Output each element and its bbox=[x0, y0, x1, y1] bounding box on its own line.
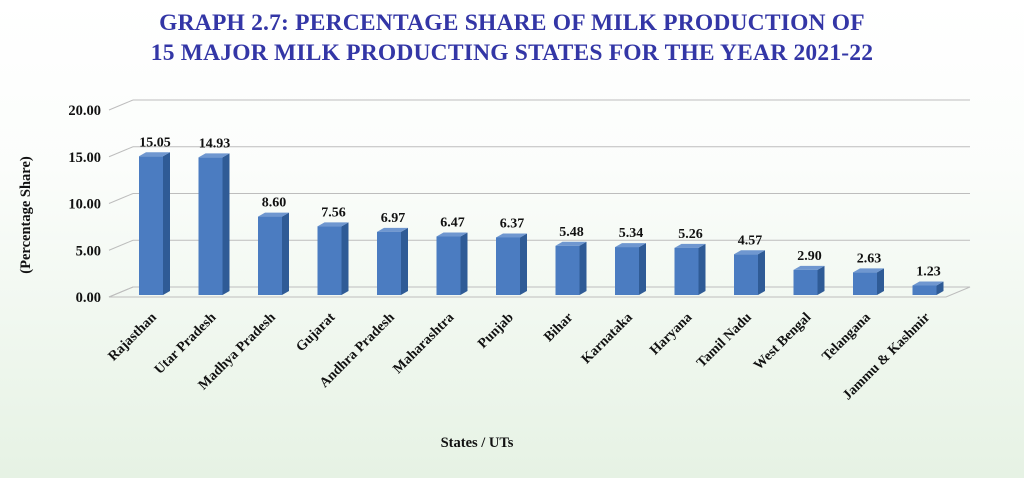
bar-top bbox=[496, 233, 527, 238]
y-tick-label: 5.00 bbox=[76, 243, 101, 259]
data-label: 5.26 bbox=[678, 227, 703, 242]
bar-side bbox=[758, 250, 765, 295]
data-label: 4.57 bbox=[738, 233, 763, 248]
bar bbox=[377, 231, 401, 295]
bar-side bbox=[282, 212, 289, 295]
bar bbox=[258, 216, 282, 295]
x-tick-label: Karnataka bbox=[579, 310, 636, 367]
data-label: 6.47 bbox=[440, 216, 465, 231]
y-tick-label: 20.00 bbox=[68, 103, 101, 119]
data-label: 6.37 bbox=[500, 216, 525, 231]
bar-side bbox=[639, 243, 646, 295]
bar-top bbox=[674, 243, 706, 248]
bar bbox=[853, 272, 877, 295]
bar bbox=[734, 254, 758, 295]
bar bbox=[436, 236, 461, 295]
bar-top bbox=[912, 281, 944, 286]
bar-side bbox=[520, 233, 527, 295]
data-label: 5.34 bbox=[619, 226, 644, 241]
gridline-depth bbox=[108, 99, 134, 111]
bar-top bbox=[793, 265, 825, 270]
bar bbox=[555, 245, 580, 295]
x-tick-label: Utar Pradesh bbox=[152, 310, 219, 377]
bar bbox=[139, 156, 163, 295]
bar bbox=[615, 247, 639, 295]
x-tick-label: Bihar bbox=[542, 310, 577, 345]
chart-floor bbox=[108, 286, 971, 298]
data-label: 14.93 bbox=[199, 136, 231, 151]
data-label: 1.23 bbox=[916, 264, 941, 279]
bar bbox=[496, 237, 520, 295]
x-tick-label: Gujarat bbox=[294, 310, 339, 355]
x-tick-label: Rajasthan bbox=[106, 310, 160, 364]
data-label: 8.60 bbox=[262, 196, 287, 211]
bar-top bbox=[258, 212, 289, 217]
x-tick-label: Maharashtra bbox=[391, 310, 458, 377]
gridline-depth bbox=[108, 239, 134, 251]
bar-side bbox=[401, 227, 408, 295]
bar-side bbox=[877, 268, 884, 295]
y-tick-label: 0.00 bbox=[76, 290, 101, 306]
bar bbox=[912, 285, 937, 295]
bar-side bbox=[817, 265, 825, 295]
bar-top bbox=[139, 152, 170, 157]
data-label: 5.48 bbox=[559, 225, 584, 240]
bar-side bbox=[163, 152, 170, 295]
bar bbox=[793, 269, 818, 295]
y-tick-label: 10.00 bbox=[68, 197, 101, 213]
bar bbox=[198, 157, 223, 295]
chart-title-line-1: GRAPH 2.7: PERCENTAGE SHARE OF MILK PROD… bbox=[159, 10, 865, 36]
data-label: 2.90 bbox=[797, 249, 822, 264]
x-tick-label: Telangana bbox=[820, 310, 874, 364]
bar bbox=[317, 226, 342, 295]
data-label: 15.05 bbox=[139, 135, 171, 150]
x-tick-label: Haryana bbox=[647, 310, 695, 358]
data-label: 2.63 bbox=[857, 251, 882, 266]
y-axis-title: (Percentage Share) bbox=[18, 156, 34, 274]
bar-top bbox=[555, 241, 587, 246]
bar-side bbox=[222, 153, 230, 295]
chart-title-line-2: 15 MAJOR MILK PRODUCTING STATES FOR THE … bbox=[150, 40, 874, 66]
bar-top bbox=[734, 250, 765, 255]
x-tick-label: West Bengal bbox=[751, 310, 814, 373]
bar-top bbox=[615, 243, 646, 248]
gridline-depth bbox=[108, 193, 134, 204]
bar-side bbox=[936, 281, 944, 295]
bar-side bbox=[698, 243, 706, 295]
data-label: 6.97 bbox=[381, 211, 406, 226]
x-tick-label: Tamil Nadu bbox=[694, 310, 755, 371]
bar-top bbox=[198, 153, 230, 158]
y-tick-label: 15.00 bbox=[68, 150, 101, 166]
data-label: 7.56 bbox=[321, 205, 346, 220]
x-tick-label: Punjab bbox=[475, 310, 517, 352]
bar bbox=[674, 247, 699, 295]
bar-top bbox=[853, 268, 884, 273]
bar-top bbox=[436, 232, 468, 237]
x-axis-title: States / UTs bbox=[441, 435, 514, 451]
bar-top bbox=[377, 227, 408, 232]
chart-title: GRAPH 2.7: PERCENTAGE SHARE OF MILK PROD… bbox=[0, 8, 1024, 68]
bar-side bbox=[460, 232, 468, 295]
gridline-depth bbox=[108, 146, 134, 158]
bar-side bbox=[579, 241, 587, 295]
bar-side bbox=[341, 222, 349, 295]
bar-top bbox=[317, 222, 349, 227]
